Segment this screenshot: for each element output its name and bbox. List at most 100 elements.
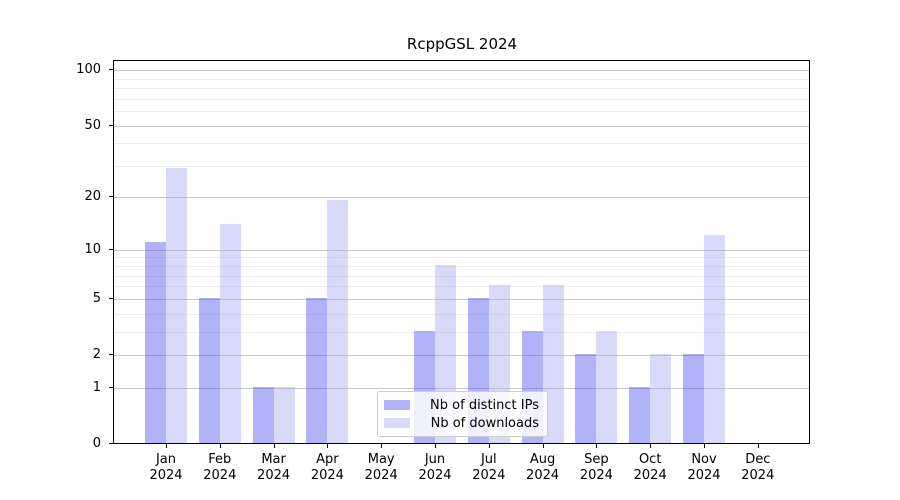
x-tick-year: 2024 xyxy=(579,468,613,483)
x-tick-label-aug: Aug 2024 xyxy=(511,452,575,484)
x-tick-year: 2024 xyxy=(526,468,560,483)
x-tick-year: 2024 xyxy=(687,468,721,483)
minor-gridline-9 xyxy=(114,257,809,259)
minor-gridline-70 xyxy=(114,98,809,100)
bar-downloads-feb xyxy=(219,223,241,443)
y-tick-label-2: 2 xyxy=(92,347,101,362)
y-tick-10 xyxy=(109,248,113,250)
minor-gridline-8 xyxy=(114,266,809,268)
minor-gridline-6 xyxy=(114,286,809,288)
x-tick-year: 2024 xyxy=(257,468,291,483)
x-tick-dec xyxy=(757,444,759,448)
x-tick-label-apr: Apr 2024 xyxy=(295,452,359,484)
y-tick-5 xyxy=(109,297,113,299)
chart-title: RcppGSL 2024 xyxy=(406,35,518,53)
x-tick-month: Feb xyxy=(208,452,232,467)
x-tick-year: 2024 xyxy=(741,468,775,483)
x-tick-year: 2024 xyxy=(364,468,398,483)
x-tick-year: 2024 xyxy=(633,468,667,483)
x-tick-year: 2024 xyxy=(418,468,452,483)
x-tick-year: 2024 xyxy=(149,468,183,483)
x-tick-apr xyxy=(327,444,329,448)
x-tick-label-oct: Oct 2024 xyxy=(618,452,682,484)
x-tick-sep xyxy=(596,444,598,448)
legend-label-downloads: Nb of downloads xyxy=(430,415,539,431)
x-tick-label-feb: Feb 2024 xyxy=(188,452,252,484)
y-tick-20 xyxy=(109,196,113,198)
y-tick-label-5: 5 xyxy=(92,290,101,306)
x-tick-aug xyxy=(542,444,544,448)
x-tick-year: 2024 xyxy=(310,468,344,483)
x-tick-label-nov: Nov 2024 xyxy=(672,452,736,484)
legend-item-downloads: Nb of downloads xyxy=(384,414,539,432)
x-tick-mar xyxy=(273,444,275,448)
bar-downloads-mar xyxy=(273,386,295,443)
x-tick-month: Jan xyxy=(155,452,177,467)
gridline-2 xyxy=(114,355,809,356)
x-tick-feb xyxy=(219,444,221,448)
y-tick-label-50: 50 xyxy=(84,117,101,133)
y-tick-label-0: 0 xyxy=(92,436,101,451)
y-tick-50 xyxy=(109,124,113,126)
x-tick-month: Sep xyxy=(584,452,609,467)
bar-distinct-ips-sep xyxy=(575,354,597,443)
y-tick-label-100: 100 xyxy=(76,62,101,78)
legend-swatch-downloads xyxy=(384,418,410,428)
minor-gridline-3 xyxy=(114,331,809,333)
legend: Nb of distinct IPs Nb of downloads xyxy=(377,391,548,437)
minor-gridline-40 xyxy=(114,143,809,145)
plot-area xyxy=(113,60,810,444)
x-tick-may xyxy=(381,444,383,448)
gridline-20 xyxy=(114,197,809,199)
legend-item-distinct-ips: Nb of distinct IPs xyxy=(384,396,539,414)
minor-gridline-30 xyxy=(114,165,809,167)
x-tick-label-dec: Dec 2024 xyxy=(726,452,790,484)
bar-distinct-ips-nov xyxy=(683,354,704,443)
x-tick-month: Jun xyxy=(424,452,446,467)
gridline-5 xyxy=(114,298,809,300)
legend-label-distinct-ips: Nb of distinct IPs xyxy=(430,397,539,413)
x-tick-month: Mar xyxy=(261,452,286,467)
y-tick-2 xyxy=(109,354,113,355)
x-tick-month: Dec xyxy=(745,452,771,467)
bar-downloads-apr xyxy=(327,200,349,443)
bar-downloads-nov xyxy=(704,235,725,443)
legend-swatch-distinct-ips xyxy=(384,400,410,410)
x-tick-year: 2024 xyxy=(472,468,506,483)
y-tick-label-1: 1 xyxy=(92,379,101,395)
x-tick-month: Oct xyxy=(638,452,662,467)
x-tick-month: Aug xyxy=(529,452,556,467)
x-tick-year: 2024 xyxy=(203,468,237,483)
x-tick-jul xyxy=(488,444,490,448)
y-tick-label-20: 20 xyxy=(84,189,101,205)
bar-downloads-oct xyxy=(650,354,672,443)
minor-gridline-4 xyxy=(114,313,809,315)
x-tick-label-may: May 2024 xyxy=(349,452,413,484)
x-tick-label-jan: Jan 2024 xyxy=(134,452,198,484)
bar-distinct-ips-oct xyxy=(629,386,651,443)
bar-downloads-sep xyxy=(596,330,618,443)
y-tick-1 xyxy=(109,386,113,388)
x-tick-label-jun: Jun 2024 xyxy=(403,452,467,484)
minor-gridline-90 xyxy=(114,78,809,80)
x-tick-month: Apr xyxy=(316,452,339,467)
bar-distinct-ips-jan xyxy=(145,241,166,443)
x-tick-month: Jul xyxy=(480,452,497,467)
gridline-10 xyxy=(114,249,809,251)
bar-distinct-ips-mar xyxy=(252,386,274,443)
minor-gridline-60 xyxy=(114,111,809,113)
bar-downloads-jan xyxy=(166,167,187,443)
y-tick-100 xyxy=(109,69,113,71)
minor-gridline-7 xyxy=(114,275,809,277)
x-tick-jan xyxy=(166,444,167,448)
bar-distinct-ips-feb xyxy=(198,297,220,443)
gridline-100 xyxy=(114,70,809,72)
x-tick-month: May xyxy=(367,452,395,467)
gridline-50 xyxy=(114,125,809,127)
y-tick-0 xyxy=(109,443,113,444)
bar-distinct-ips-apr xyxy=(306,297,328,443)
x-tick-jun xyxy=(435,444,436,448)
x-tick-nov xyxy=(704,444,705,448)
x-tick-label-mar: Mar 2024 xyxy=(242,452,306,484)
